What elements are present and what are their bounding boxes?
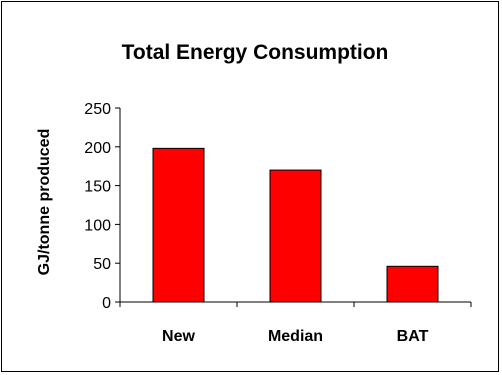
y-tick-label: 50 (93, 256, 111, 273)
y-axis-label: GJ/tonne produced (36, 129, 53, 276)
bar-median (269, 169, 322, 303)
y-tick-label: 0 (102, 295, 111, 312)
y-tick-label: 150 (84, 179, 111, 196)
plot-area: 0 50 100 150 200 250 New Median BAT (84, 101, 472, 345)
y-tick-label: 250 (84, 101, 111, 118)
chart-title: Total Energy Consumption (122, 41, 389, 64)
x-tick-label: New (162, 328, 195, 345)
x-tick-label: Median (268, 328, 323, 345)
y-tick-label: 100 (84, 217, 111, 234)
y-tick-label: 200 (84, 140, 111, 157)
x-tick-label: BAT (397, 328, 429, 345)
bar-new (152, 147, 205, 303)
bar-bat (386, 265, 439, 303)
